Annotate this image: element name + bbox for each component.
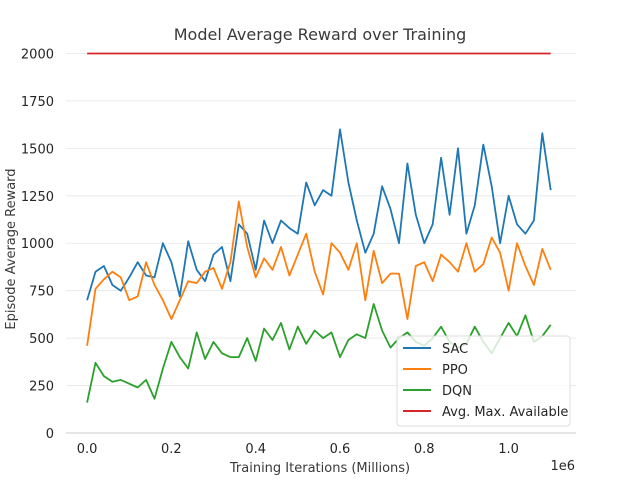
y-tick-label: 0: [46, 427, 54, 442]
y-tick-label: 500: [29, 332, 54, 347]
y-tick-label: 750: [29, 285, 54, 300]
chart-title: Model Average Reward over Training: [174, 25, 466, 44]
x-tick-label: 0.2: [161, 442, 182, 457]
y-tick-label: 1750: [21, 95, 54, 110]
y-ticks: 0 250 500 750 1000 1250 1500 1750 2000: [21, 47, 54, 442]
y-tick-label: 1500: [21, 142, 54, 157]
y-axis-label: Episode Average Reward: [4, 168, 19, 329]
legend-label-dqn: DQN: [442, 384, 472, 399]
series-line-dqn: [86, 303, 552, 403]
legend-label-max-available: Avg. Max. Available: [442, 405, 568, 420]
y-tick-label: 250: [29, 380, 54, 395]
y-tick-label: 2000: [21, 47, 54, 62]
plot-area: [86, 52, 552, 403]
series-line-ppo: [86, 200, 552, 346]
x-tick-label: 1.0: [498, 442, 519, 457]
y-tick-label: 1000: [21, 237, 54, 252]
y-tick-label: 1250: [21, 190, 54, 205]
legend-box: [396, 335, 571, 427]
x-tick-label: 0.8: [414, 442, 435, 457]
series-line-sac: [86, 128, 552, 301]
legend-label-sac: SAC: [442, 342, 468, 357]
x-tick-label: 0.6: [330, 442, 351, 457]
legend-label-ppo: PPO: [442, 363, 468, 378]
x-axis-label: Training Iterations (Millions): [229, 461, 410, 476]
x-axis-offset-label: 1e6: [550, 459, 575, 474]
x-ticks: 0.0 0.2 0.4 0.6 0.8 1.0: [77, 442, 519, 457]
x-tick-label: 0.0: [77, 442, 98, 457]
legend: SAC PPO DQN Avg. Max. Available: [396, 335, 571, 427]
x-tick-label: 0.4: [245, 442, 266, 457]
